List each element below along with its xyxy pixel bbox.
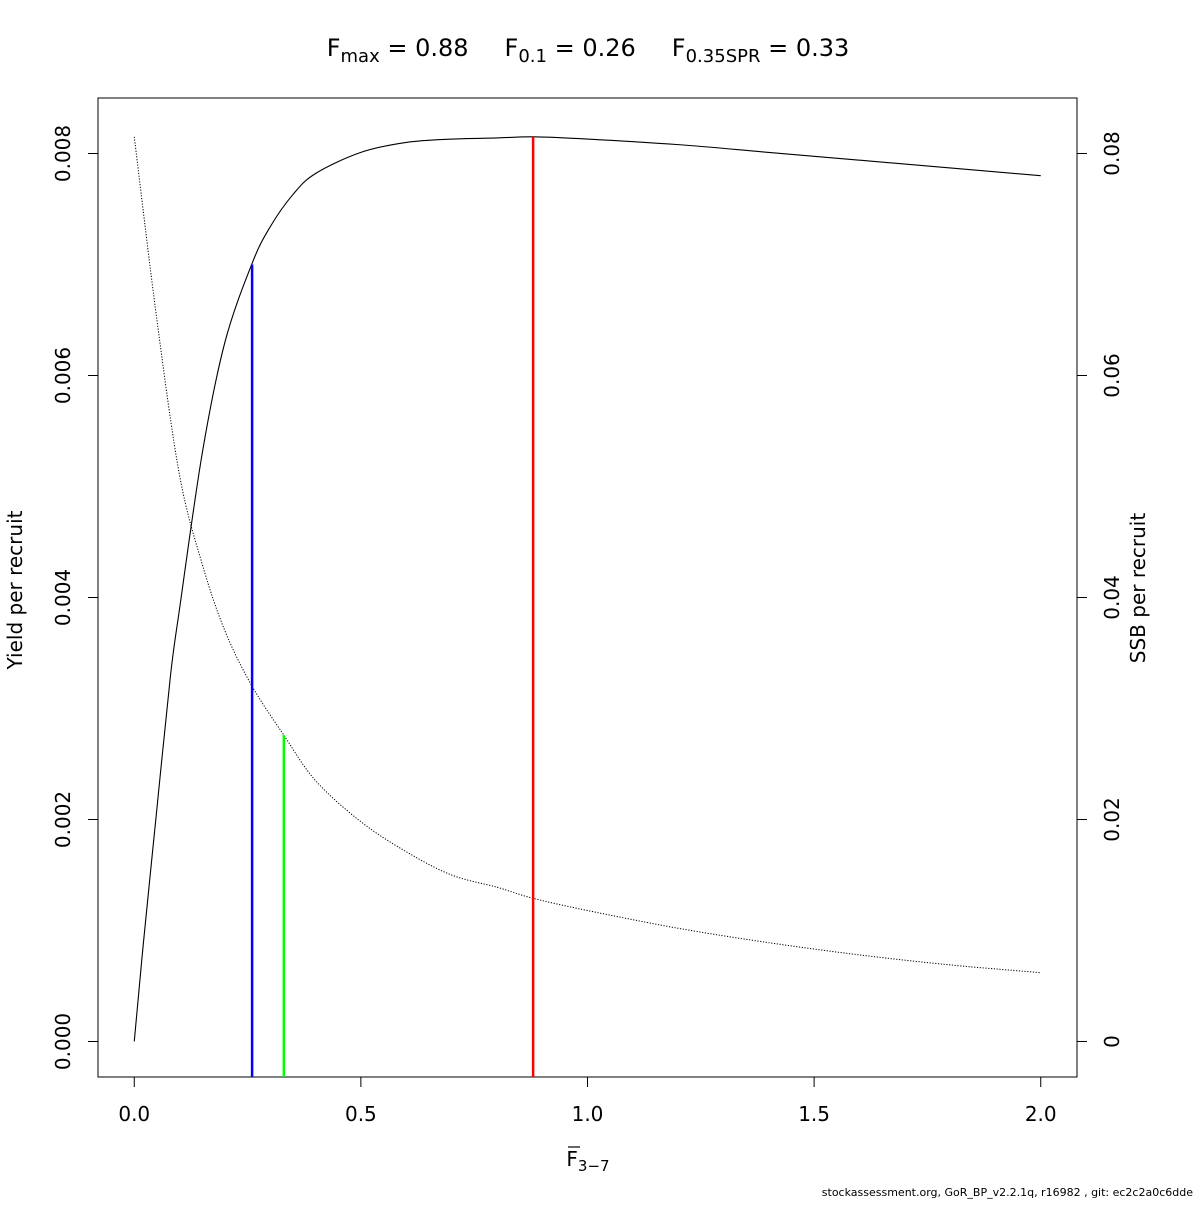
y-left-tick-label: 0.000 — [51, 1013, 75, 1070]
y-left-tick-label: 0.002 — [51, 791, 75, 848]
title-part-name: F — [636, 34, 686, 62]
y-right-tick-label: 0.06 — [1100, 353, 1124, 398]
yield-per-recruit-line — [133, 136, 1041, 1042]
x-axis: 0.0 0.5 1.0 1.5 2.0 — [118, 1076, 1057, 1126]
x-axis-label-main: F — [566, 1147, 578, 1171]
x-tick-label: 0.5 — [345, 1102, 377, 1126]
chart-title-text: Fmax = 0.88 F0.1 = 0.26 F0.35SPR = 0.33 — [327, 34, 850, 67]
y-left-tick-label: 0.006 — [51, 347, 75, 404]
title-part-subscript: max — [341, 46, 381, 67]
ssb-per-recruit-line — [133, 136, 1041, 974]
reference-lines — [250, 136, 535, 1077]
y-right-tick-label: 0.02 — [1100, 797, 1124, 842]
y-right-tick-label: 0 — [1100, 1035, 1124, 1048]
x-tick-label: 2.0 — [1025, 1102, 1057, 1126]
plot-frame — [97, 97, 1078, 1078]
y-axis-label-right: SSB per recruit — [1126, 513, 1150, 664]
x-tick-label: 1.5 — [798, 1102, 830, 1126]
title-part-subscript: 0.35SPR — [686, 46, 761, 67]
y-axis-left: 0.000 0.002 0.004 0.006 0.008 — [51, 125, 99, 1070]
x-tick-label: 0.0 — [118, 1102, 150, 1126]
title-part-value: = 0.26 — [547, 34, 636, 62]
y-right-tick-label: 0.04 — [1100, 575, 1124, 620]
y-left-tick-label: 0.008 — [51, 125, 75, 182]
series-group — [133, 136, 1041, 1042]
title-part-value: = 0.33 — [760, 34, 849, 62]
footer-caption: stockassessment.org, GoR_BP_v2.2.1q, r16… — [822, 1186, 1193, 1199]
title-part-subscript: 0.1 — [518, 46, 547, 67]
y-axis-label-left: Yield per recruit — [3, 510, 27, 670]
title-part-name: F — [469, 34, 519, 62]
x-axis-label-subscript: 3−7 — [578, 1157, 610, 1175]
title-part-value: = 0.88 — [380, 34, 469, 62]
x-tick-label: 1.0 — [572, 1102, 604, 1126]
chart-title: Fmax = 0.88 F0.1 = 0.26 F0.35SPR = 0.33 — [327, 34, 850, 67]
title-part-name: F — [327, 34, 341, 62]
x-axis-label: F3−7 — [566, 1146, 610, 1175]
x-axis-label-text: F3−7 — [566, 1147, 609, 1175]
y-left-tick-label: 0.004 — [51, 569, 75, 626]
y-right-tick-label: 0.08 — [1100, 131, 1124, 176]
y-axis-right: 0 0.02 0.04 0.06 0.08 — [1076, 131, 1124, 1048]
